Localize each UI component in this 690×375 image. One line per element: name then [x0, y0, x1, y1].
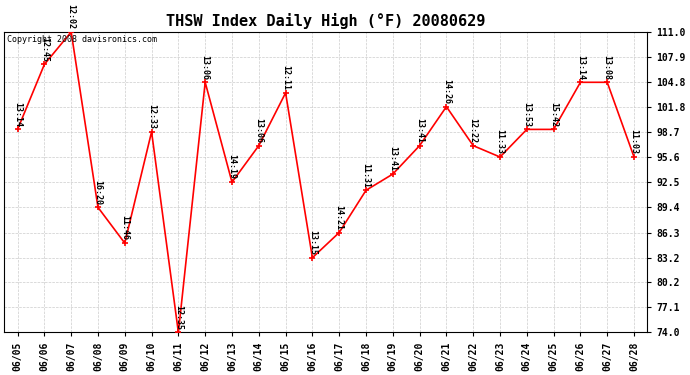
Text: 13:14: 13:14	[13, 102, 22, 127]
Text: 11:31: 11:31	[362, 162, 371, 188]
Text: 12:33: 12:33	[147, 104, 156, 129]
Title: THSW Index Daily High (°F) 20080629: THSW Index Daily High (°F) 20080629	[166, 13, 486, 29]
Text: 13:14: 13:14	[576, 54, 585, 80]
Text: 14:26: 14:26	[442, 79, 451, 104]
Text: 16:20: 16:20	[93, 180, 103, 205]
Text: 13:06: 13:06	[201, 54, 210, 80]
Text: 13:08: 13:08	[603, 54, 612, 80]
Text: 13:41: 13:41	[415, 118, 424, 143]
Text: 13:15: 13:15	[308, 230, 317, 255]
Text: 12:22: 12:22	[469, 118, 477, 143]
Text: 11:03: 11:03	[629, 129, 638, 154]
Text: 13:53: 13:53	[522, 102, 531, 127]
Text: 12:35: 12:35	[174, 304, 183, 330]
Text: 11:33: 11:33	[495, 129, 504, 154]
Text: 15:42: 15:42	[549, 102, 558, 127]
Text: 13:06: 13:06	[255, 118, 264, 143]
Text: 12:11: 12:11	[281, 65, 290, 90]
Text: 11:46: 11:46	[120, 215, 129, 240]
Text: 12:02: 12:02	[67, 4, 76, 29]
Text: 14:19: 14:19	[228, 154, 237, 179]
Text: 12:45: 12:45	[40, 37, 49, 62]
Text: Copyright 2008 davisronics.com: Copyright 2008 davisronics.com	[8, 35, 157, 44]
Text: 13:41: 13:41	[388, 146, 397, 171]
Text: 14:21: 14:21	[335, 205, 344, 230]
